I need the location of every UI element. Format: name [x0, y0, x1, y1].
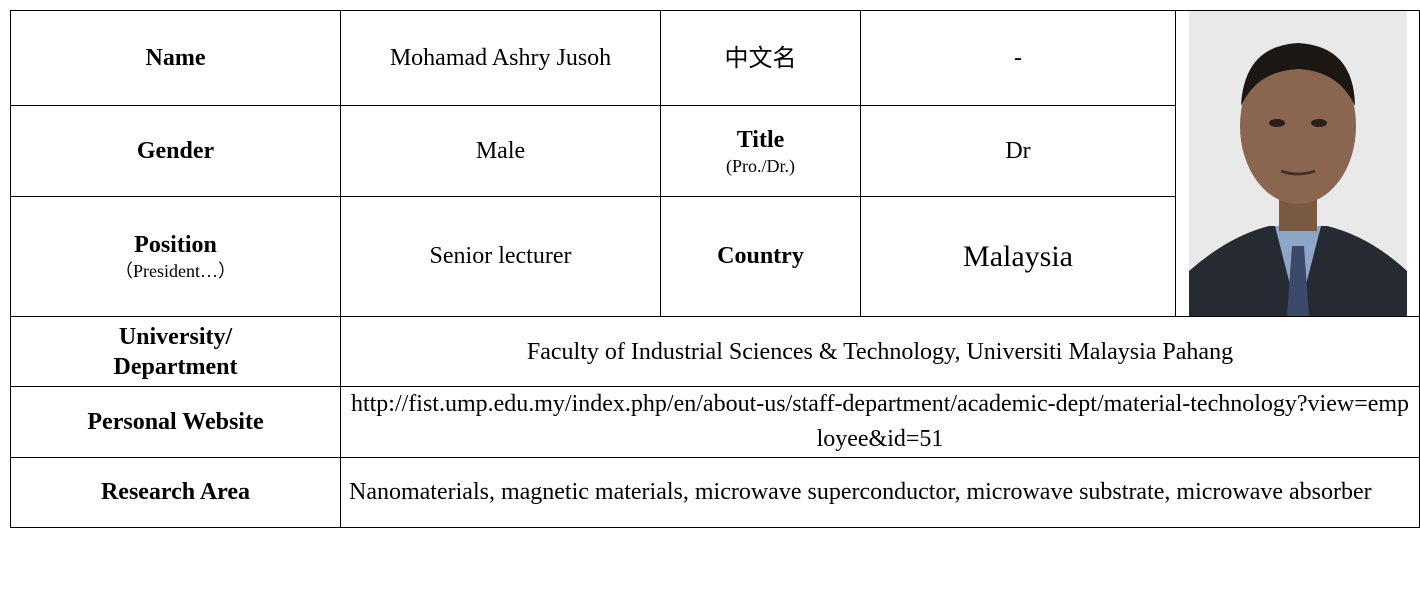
photo-cell: [1175, 10, 1420, 317]
label: Name: [10, 9, 341, 107]
value: Dr: [860, 105, 1176, 197]
photo: [1188, 11, 1407, 316]
label-cell: University/Department: [10, 316, 341, 387]
label: Title: [736, 126, 785, 153]
hint: （President…）: [115, 261, 236, 282]
value: Mohamad Ashry Jusoh: [340, 9, 661, 107]
value: Male: [340, 105, 661, 197]
label: University/: [118, 323, 233, 350]
value: Nanomaterials, magnetic materials, micro…: [340, 456, 1420, 528]
label: 中文名: [660, 9, 861, 107]
label: Personal Website: [10, 386, 341, 458]
label: Country: [660, 195, 861, 318]
hint: (Pro./Dr.): [726, 155, 795, 176]
label: Department: [113, 353, 238, 380]
profile-table: Name Mohamad Ashry Jusoh 中文名 - Gender Ma…: [10, 9, 1420, 528]
label: Gender: [10, 105, 341, 197]
value: Faculty of Industrial Sciences & Technol…: [340, 316, 1420, 387]
label: Research Area: [10, 456, 341, 528]
value: Senior lecturer: [340, 195, 661, 318]
value: Malaysia: [860, 195, 1176, 318]
label-cell: Title (Pro./Dr.): [660, 105, 861, 197]
value: -: [860, 9, 1176, 107]
website[interactable]: http://fist.ump.edu.my/index.php/en/abou…: [340, 386, 1420, 458]
label-cell: Position （President…）: [10, 195, 341, 318]
label: Position: [134, 232, 217, 259]
